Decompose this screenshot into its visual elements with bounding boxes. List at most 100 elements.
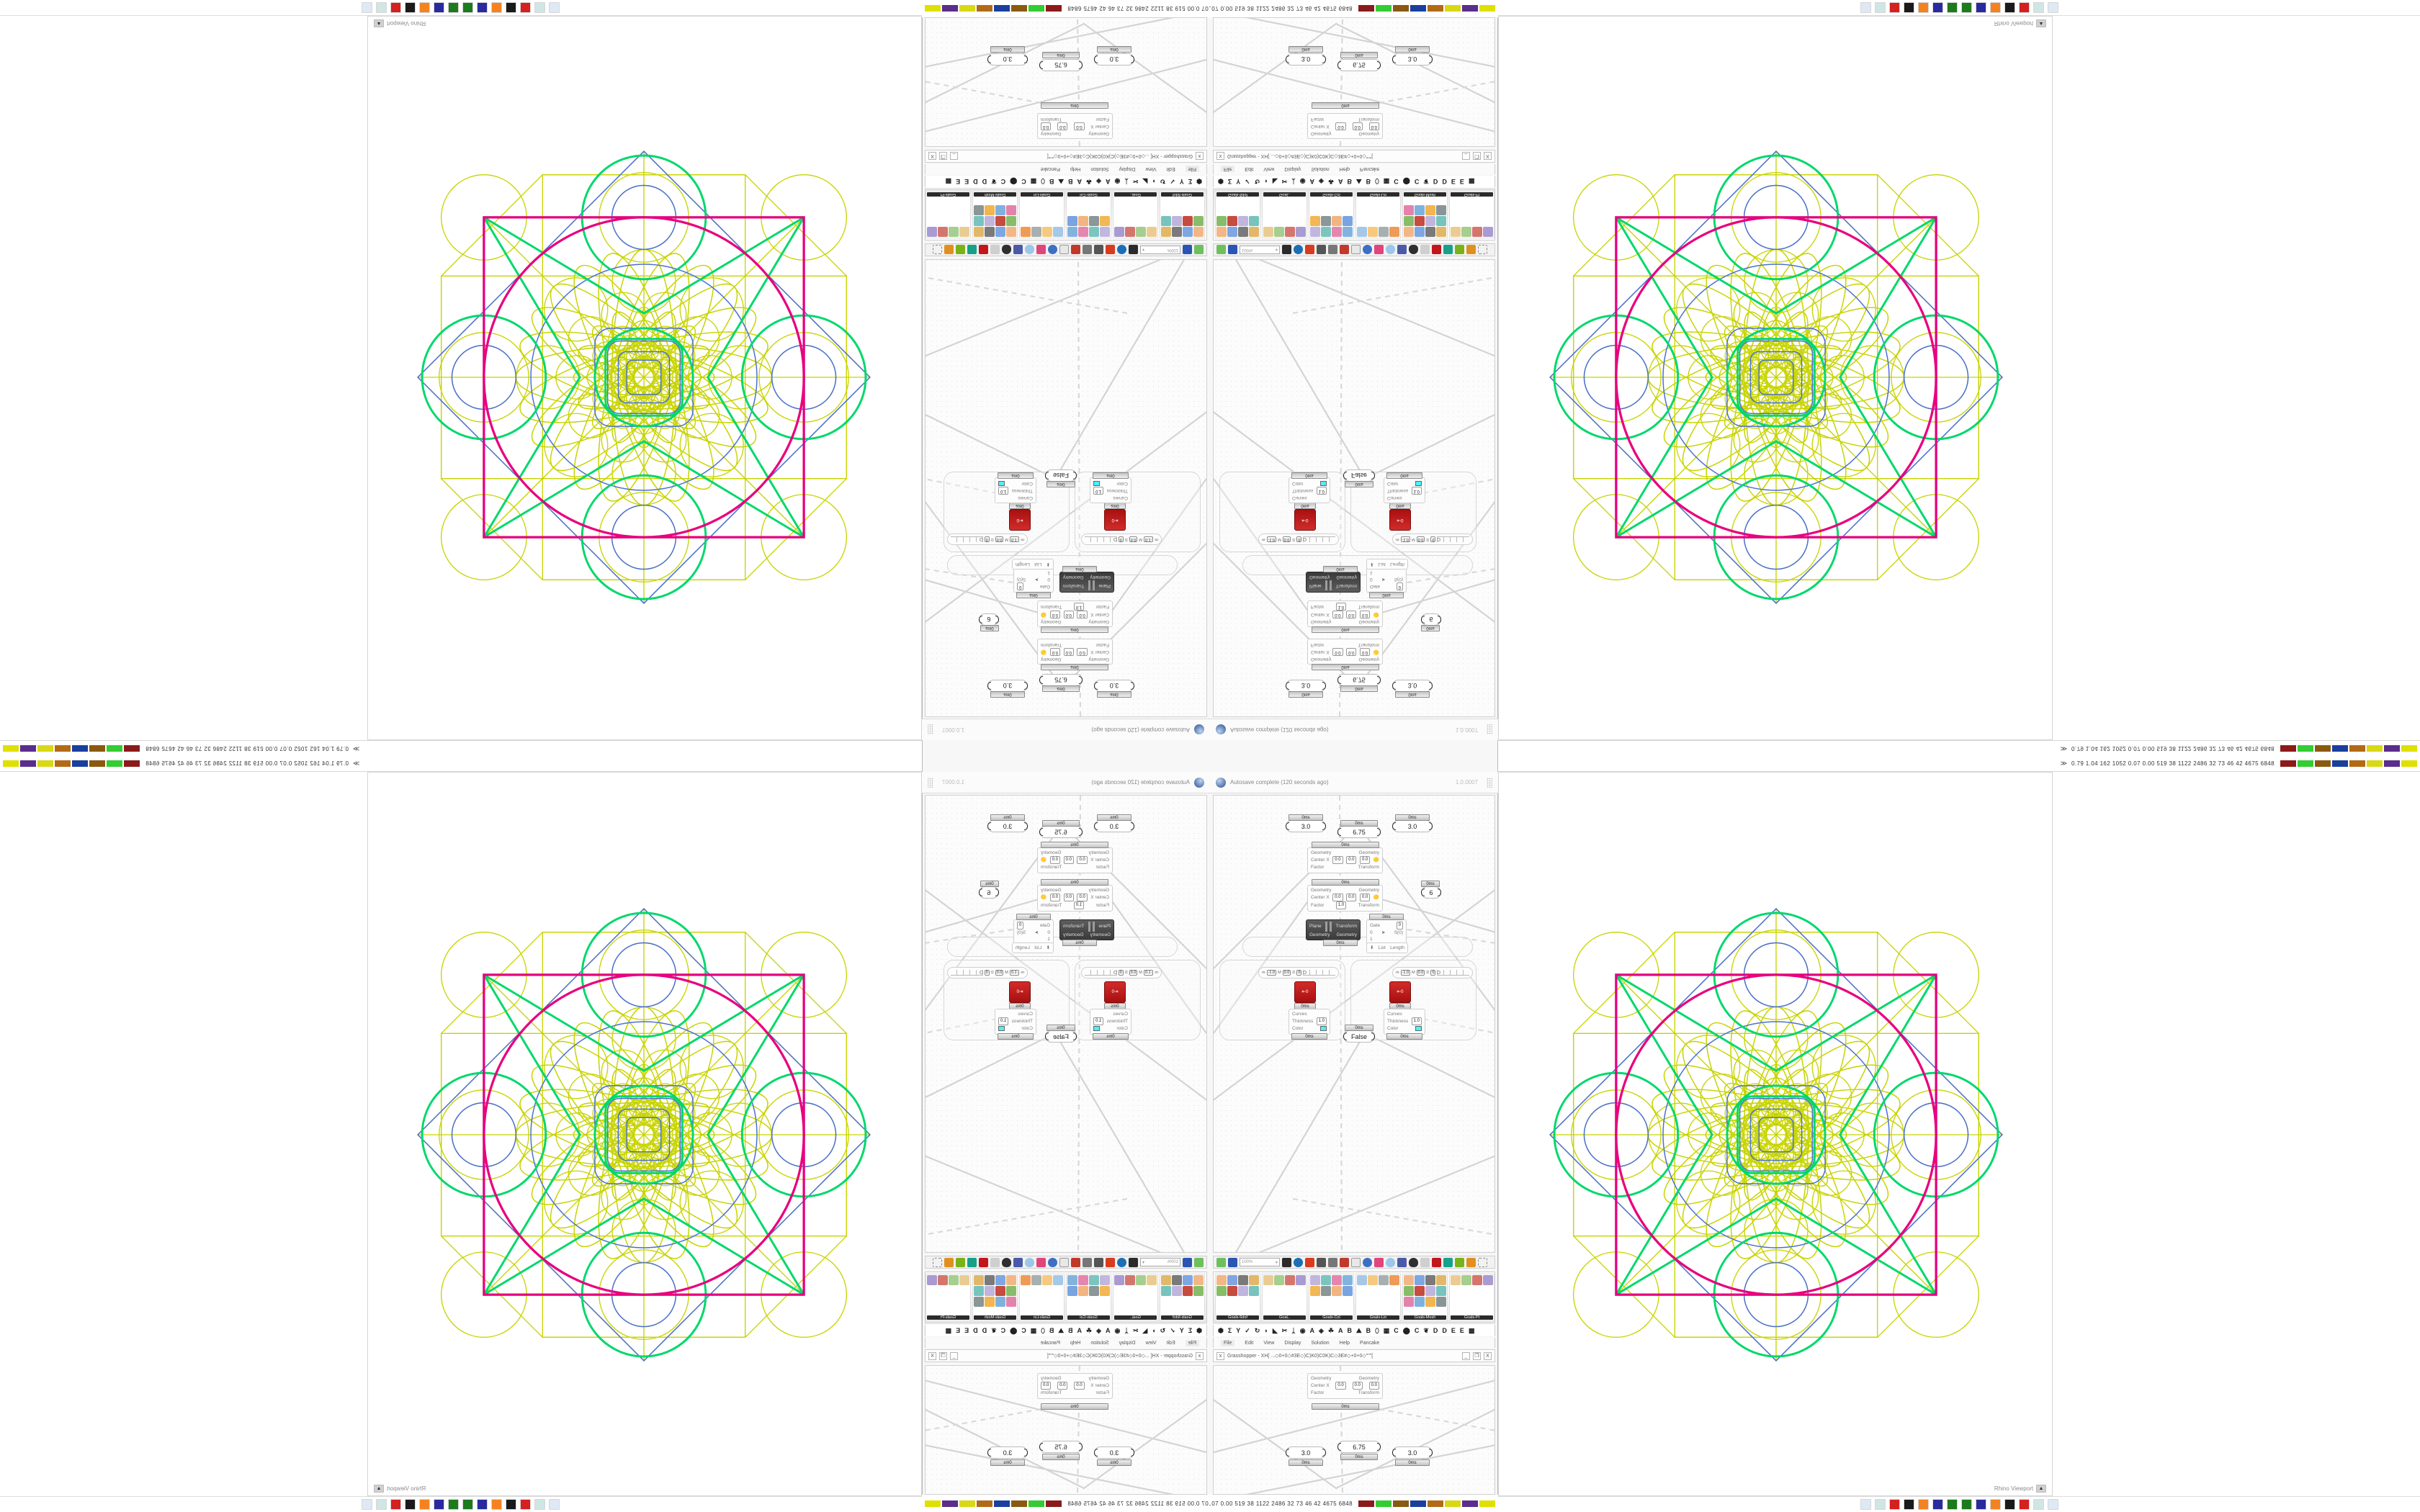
domain-slider[interactable]: m -1.0 M 0.0 D 0: [1258, 534, 1339, 545]
number-slider[interactable]: 3.0: [1286, 1446, 1326, 1459]
palette-group-label[interactable]: Goals-6dof: [1161, 1315, 1204, 1320]
palette-group-label[interactable]: GoaL.: [1114, 192, 1157, 197]
save-64-icon[interactable]: [1975, 2, 1986, 13]
gh-toolbar[interactable]: 100% ▾: [925, 243, 1207, 256]
palette-group[interactable]: Goals-Col: [1309, 191, 1354, 238]
scale-component[interactable]: Geometry Geometry Center X 0.0 0.0 0.0 🟡…: [1037, 639, 1113, 665]
component-icon[interactable]: [974, 205, 984, 215]
category-tab-cocoon[interactable]: ▦: [1383, 1326, 1390, 1334]
component-icon[interactable]: [1078, 227, 1088, 237]
panel-value[interactable]: 6: [979, 886, 999, 899]
gh-component-palette[interactable]: Goals-6dof GoaL. Goals-Col Goals-Lin Goals-M…: [1213, 1272, 1495, 1323]
center-x-value[interactable]: 0.0: [1077, 647, 1088, 656]
palette-group-label[interactable]: Goals-6dof: [1161, 192, 1204, 197]
close-window-icon[interactable]: X: [928, 1351, 936, 1360]
component-icon[interactable]: [1125, 227, 1135, 237]
custom-preview-component[interactable]: Curves Thickness 1.0 Color: [995, 1009, 1036, 1035]
category-tab-c[interactable]: ⬯: [1375, 1326, 1379, 1334]
viewport-menu-arrow-icon[interactable]: ▲: [374, 19, 384, 27]
menu-item-solution[interactable]: Solution: [1090, 1340, 1109, 1346]
gh-canvas-upper[interactable]: 3.0 0ms 6.75 0ms 3.0 0ms Geometry Geomet…: [1213, 795, 1495, 1253]
category-tab-display[interactable]: ◉: [1114, 1326, 1121, 1334]
custom-preview-component[interactable]: Curves Thickness 1.0 Color: [995, 477, 1036, 503]
preview-green-icon[interactable]: [1455, 1257, 1464, 1267]
scale-component[interactable]: Geometry Geometry Center X 0.0 0.0 0.0 F…: [1037, 113, 1113, 139]
layer-swatch[interactable]: [124, 745, 140, 752]
widget-icon[interactable]: [1374, 245, 1384, 255]
viewport-menu-arrow-icon[interactable]: ▲: [2036, 1485, 2046, 1493]
marquee-icon[interactable]: [1478, 245, 1487, 255]
component-icon[interactable]: [1031, 1275, 1041, 1285]
stream-gate-component[interactable]: Gate 0 0 ➤ S(0) 1: [1013, 567, 1054, 593]
component-icon[interactable]: [1321, 227, 1331, 237]
scissors-icon[interactable]: [1397, 1257, 1407, 1267]
number-slider[interactable]: 3.0: [1392, 1446, 1433, 1459]
ghosted-icon[interactable]: [990, 1257, 1000, 1267]
scale-component[interactable]: Geometry Geometry Center X 0.0 0.0 0.0 🟡…: [1307, 600, 1383, 627]
palette-group[interactable]: Goals-6dof: [1215, 191, 1260, 238]
dec-value[interactable]: 0: [1118, 970, 1124, 976]
category-tab-transform[interactable]: ᛣ: [1124, 178, 1129, 185]
rendered-icon[interactable]: [979, 245, 988, 255]
preview-off-icon[interactable]: [1443, 1257, 1453, 1267]
rhino-viewport[interactable]: Rhino Viewport ▲: [367, 772, 922, 1496]
component-icon[interactable]: [1343, 227, 1353, 237]
component-icon[interactable]: [1238, 216, 1248, 226]
scissors-icon[interactable]: [1013, 245, 1023, 255]
palette-group-label[interactable]: Goals-Pt: [927, 192, 969, 197]
component-icon[interactable]: [974, 1286, 984, 1296]
category-tab-crystallon[interactable]: ⬤: [1010, 1326, 1018, 1334]
preview-green-icon[interactable]: [956, 245, 965, 255]
palette-group-label[interactable]: Goals-Mesh: [974, 192, 1016, 197]
palette-group-label[interactable]: Goals-Col: [1067, 192, 1110, 197]
list-length-component[interactable]: ⬇ List Length: [1366, 942, 1408, 954]
category-tab-cocoon[interactable]: ▦: [1383, 178, 1390, 186]
gh-component-palette[interactable]: Goals-6dof GoaL. Goals-Col Goals-Lin Goals-M…: [1213, 189, 1495, 240]
notepad-icon[interactable]: [1874, 2, 1886, 13]
category-tab-b2[interactable]: B: [1366, 178, 1371, 185]
badger-app-icon[interactable]: [1903, 2, 1914, 13]
layer-swatch[interactable]: [2280, 760, 2296, 767]
category-tab-intersect[interactable]: ✂: [1281, 1326, 1288, 1334]
component-icon[interactable]: [1006, 1275, 1016, 1285]
component-icon[interactable]: [1021, 1275, 1031, 1285]
center-y-value[interactable]: 0.0: [1063, 610, 1074, 618]
layer-swatch[interactable]: [2332, 745, 2348, 752]
palette-group-label[interactable]: GoaL.: [1114, 1315, 1157, 1320]
component-icon[interactable]: [938, 1275, 948, 1285]
component-icon[interactable]: [1238, 227, 1248, 237]
dec-value[interactable]: 0: [1430, 970, 1436, 976]
category-tab-curve[interactable]: ↻: [1254, 1326, 1260, 1334]
thickness-value[interactable]: 1.0: [1411, 486, 1422, 495]
category-tab-anemone[interactable]: ◈: [1096, 178, 1101, 186]
widget-icon[interactable]: [1374, 1257, 1384, 1267]
center-x-value[interactable]: 0.0: [1335, 122, 1346, 130]
stream-gate-component[interactable]: Gate 0 0 ➤ S(0) 1: [1366, 919, 1407, 945]
balloon-icon[interactable]: [1025, 245, 1034, 255]
viewport-tab[interactable]: Rhino Viewport ▲: [1994, 1485, 2046, 1493]
component-icon[interactable]: [1216, 1286, 1227, 1296]
component-icon[interactable]: [1310, 1286, 1320, 1296]
gh-canvas-upper[interactable]: 3.0 0ms 6.75 0ms 3.0 0ms Geometry Geomet…: [1213, 259, 1495, 717]
badger-app-icon[interactable]: [2004, 1499, 2015, 1510]
save-64-icon[interactable]: [1932, 1499, 1943, 1510]
minimize-icon[interactable]: _: [950, 152, 958, 161]
red-sphere-app-icon[interactable]: [390, 2, 402, 13]
preview-eye-icon[interactable]: [1117, 1257, 1126, 1267]
gh-menu-bar[interactable]: File Edit View Display Solution Help Pancake: [1213, 164, 1495, 174]
slider-knob[interactable]: [979, 971, 983, 974]
preview-off-icon[interactable]: [967, 245, 977, 255]
slider-knob[interactable]: [1113, 538, 1117, 541]
shaded-icon[interactable]: [1002, 1257, 1011, 1267]
category-tab-intersect[interactable]: ✂: [1281, 178, 1288, 186]
layer-swatch[interactable]: [2315, 760, 2331, 767]
component-icon[interactable]: [1100, 1286, 1110, 1296]
firefox-icon[interactable]: [1989, 2, 2001, 13]
preview-green-icon[interactable]: [1455, 245, 1464, 255]
domain-slider[interactable]: m -1.0 M 0.0 D 0: [947, 967, 1028, 978]
category-tab-dendro[interactable]: ❦: [991, 1326, 997, 1334]
number-slider[interactable]: 6.75: [1039, 1441, 1083, 1453]
red-sphere-app-icon[interactable]: [1888, 1499, 1900, 1510]
center-x-value[interactable]: 0.0: [1077, 856, 1088, 865]
slider-track[interactable]: [951, 970, 983, 976]
